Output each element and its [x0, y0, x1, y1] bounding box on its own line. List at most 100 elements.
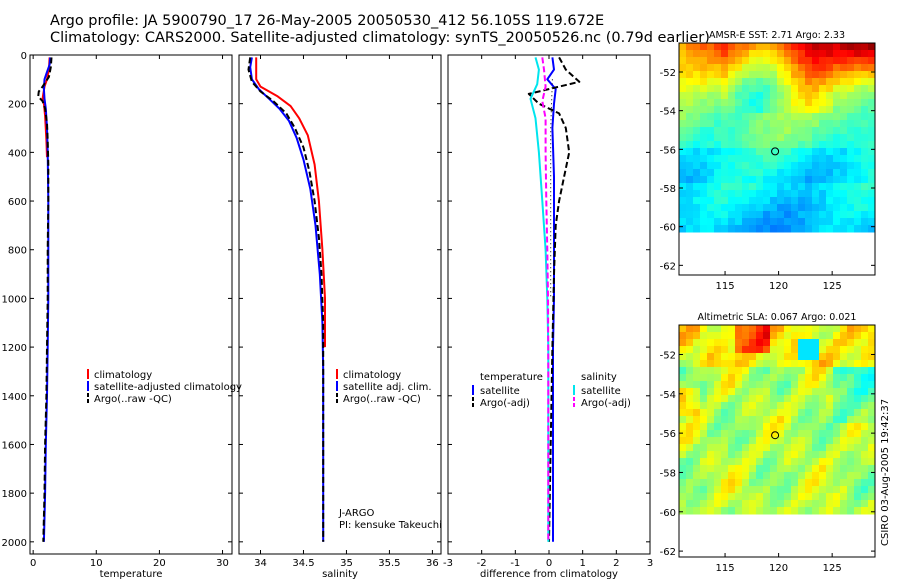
- heatmap-cell: [833, 127, 841, 135]
- heatmap-cell: [756, 218, 764, 226]
- heatmap-cell: [700, 155, 708, 163]
- heatmap-cell: [777, 353, 785, 361]
- heatmap-cell: [826, 339, 834, 347]
- heatmap-cell: [847, 225, 855, 233]
- heatmap-cell: [756, 402, 764, 410]
- heatmap-cell: [854, 211, 862, 219]
- heatmap-cell: [868, 92, 875, 100]
- heatmap-cell: [819, 211, 827, 219]
- heatmap-cell: [679, 416, 687, 424]
- heatmap-cell: [742, 183, 750, 191]
- heatmap-cell: [784, 381, 792, 389]
- heatmap-cell: [854, 353, 862, 361]
- heatmap-cell: [714, 148, 722, 156]
- heatmap-cell: [791, 409, 799, 417]
- heatmap-cell: [721, 99, 729, 107]
- heatmap-cell: [714, 92, 722, 100]
- map-y-tick-label: -54: [660, 390, 676, 401]
- heatmap-cell: [854, 458, 862, 466]
- heatmap-cell: [840, 339, 848, 347]
- heatmap-cell: [756, 162, 764, 170]
- heatmap-cell: [714, 332, 722, 340]
- heatmap-cell: [854, 465, 862, 473]
- heatmap-cell: [791, 346, 799, 354]
- heatmap-cell: [742, 346, 750, 354]
- heatmap-cell: [742, 444, 750, 452]
- heatmap-cell: [749, 120, 757, 128]
- pi-annotation: J-ARGO: [338, 508, 375, 519]
- heatmap-cell: [847, 423, 855, 431]
- heatmap-cell: [749, 57, 757, 65]
- heatmap-cell: [707, 465, 715, 473]
- heatmap-cell: [686, 92, 694, 100]
- legend-label: Argo(..raw -QC): [343, 394, 421, 405]
- heatmap-cell: [791, 134, 799, 142]
- heatmap-cell: [770, 148, 778, 156]
- heatmap-cell: [798, 85, 806, 93]
- heatmap-cell: [763, 507, 771, 515]
- heatmap-cell: [784, 85, 792, 93]
- heatmap-cell: [791, 353, 799, 361]
- heatmap-cell: [693, 134, 701, 142]
- heatmap-cell: [826, 374, 834, 382]
- heatmap-cell: [854, 430, 862, 438]
- heatmap-cell: [728, 388, 736, 396]
- heatmap-cell: [812, 493, 820, 501]
- heatmap-cell: [826, 85, 834, 93]
- heatmap-cell: [777, 346, 785, 354]
- heatmap-cell: [868, 211, 875, 219]
- heatmap-cell: [861, 148, 869, 156]
- heatmap-cell: [693, 493, 701, 501]
- heatmap-cell: [721, 113, 729, 121]
- heatmap-cell: [770, 169, 778, 177]
- heatmap-cell: [770, 346, 778, 354]
- heatmap-cell: [861, 437, 869, 445]
- heatmap-cell: [700, 339, 708, 347]
- heatmap-cell: [819, 99, 827, 107]
- heatmap-cell: [763, 176, 771, 184]
- heatmap-cell: [784, 211, 792, 219]
- heatmap-cell: [756, 106, 764, 114]
- heatmap-cell: [805, 197, 813, 205]
- heatmap-cell: [700, 465, 708, 473]
- heatmap-cell: [784, 479, 792, 487]
- pi-annotation: PI: kensuke Takeuchi: [339, 520, 442, 531]
- heatmap-cell: [798, 430, 806, 438]
- y-tick-label: 200: [8, 100, 27, 111]
- heatmap-cell: [735, 71, 743, 79]
- heatmap-cell: [721, 92, 729, 100]
- heatmap-cell: [805, 218, 813, 226]
- heatmap-cell: [735, 458, 743, 466]
- heatmap-cell: [791, 85, 799, 93]
- heatmap-cell: [798, 197, 806, 205]
- heatmap-cell: [791, 395, 799, 403]
- heatmap-cell: [826, 134, 834, 142]
- heatmap-cell: [826, 64, 834, 72]
- heatmap-cell: [735, 50, 743, 58]
- heatmap-cell: [770, 50, 778, 58]
- heatmap-cell: [826, 346, 834, 354]
- heatmap-cell: [756, 437, 764, 445]
- heatmap-cell: [721, 395, 729, 403]
- y-tick-label: 800: [8, 246, 27, 257]
- heatmap-cell: [819, 416, 827, 424]
- heatmap-cell: [735, 57, 743, 65]
- heatmap-cell: [812, 381, 820, 389]
- x-tick-label: 0: [30, 558, 36, 569]
- heatmap-cell: [798, 120, 806, 128]
- heatmap-cell: [707, 106, 715, 114]
- heatmap-cell: [707, 190, 715, 198]
- heatmap-cell: [861, 416, 869, 424]
- heatmap-cell: [714, 367, 722, 375]
- heatmap-cell: [721, 353, 729, 361]
- heatmap-cell: [742, 360, 750, 368]
- heatmap-cell: [833, 472, 841, 480]
- legend-label: Argo(-adj): [480, 398, 530, 409]
- heatmap-cell: [819, 148, 827, 156]
- heatmap-cell: [693, 57, 701, 65]
- heatmap-cell: [833, 120, 841, 128]
- heatmap-cell: [812, 99, 820, 107]
- heatmap-cell: [847, 451, 855, 459]
- heatmap-cell: [693, 381, 701, 389]
- heatmap-cell: [868, 50, 875, 58]
